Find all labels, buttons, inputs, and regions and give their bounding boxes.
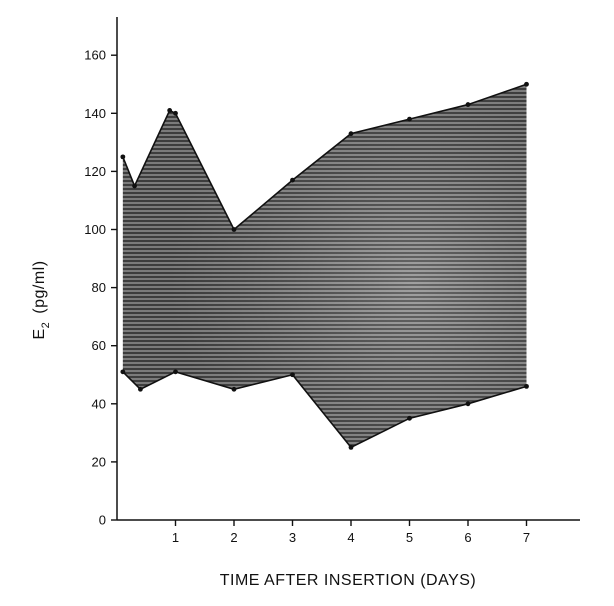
lower-data-point	[348, 444, 354, 450]
y-tick-label: 40	[92, 396, 106, 411]
range-band-shading	[122, 84, 527, 448]
y-tick-label: 80	[92, 280, 106, 295]
lower-data-point	[290, 372, 295, 378]
upper-data-point	[231, 227, 237, 232]
y-ticks: 0 20 40 60 80 100 120 140 160	[84, 48, 117, 528]
x-tick-label: 2	[230, 530, 237, 545]
y-tick-label: 100	[84, 222, 106, 237]
upper-data-point	[524, 81, 529, 87]
upper-boundary-line	[122, 83, 527, 231]
upper-data-point	[290, 177, 295, 183]
upper-data-point	[465, 102, 471, 107]
upper-data-point	[173, 110, 178, 116]
y-tick-label: 20	[92, 454, 106, 469]
svg-text:E2(pg/ml): E2 (pg/ml)	[31, 260, 52, 339]
axes	[116, 17, 580, 521]
y-tick-label: 0	[99, 513, 106, 528]
y-tick-label: 120	[84, 164, 106, 179]
x-tick-label: 1	[172, 530, 179, 545]
lower-data-point	[231, 386, 237, 392]
lower-data-point	[138, 386, 143, 392]
y-tick-label: 160	[84, 48, 106, 63]
y-axis-title-subscript: 2	[40, 322, 52, 329]
upper-data-point	[348, 131, 354, 137]
lower-data-point	[465, 401, 471, 407]
x-ticks: 1 2 3 4 5 6 7	[172, 520, 530, 545]
x-tick-label: 3	[289, 530, 296, 545]
y-tick-label: 140	[84, 106, 106, 121]
upper-data-point	[407, 116, 412, 122]
plot-area	[120, 81, 529, 450]
x-tick-label: 4	[347, 530, 354, 545]
lower-data-point	[407, 415, 412, 421]
lower-data-point	[524, 383, 529, 389]
y-axis-title: E2 (pg/ml)	[31, 260, 52, 339]
x-tick-label: 7	[523, 530, 530, 545]
y-axis-title-main: E	[31, 328, 48, 339]
x-tick-label: 6	[464, 530, 471, 545]
lower-data-point	[173, 369, 178, 375]
y-axis-title-unit: (pg/ml)	[31, 260, 48, 313]
x-axis-title: TIME AFTER INSERTION (DAYS)	[220, 572, 476, 589]
upper-data-point	[167, 107, 173, 113]
upper-data-point	[132, 183, 137, 189]
lower-data-point	[120, 369, 126, 375]
x-tick-label: 5	[406, 530, 413, 545]
upper-data-point	[120, 154, 126, 160]
y-tick-label: 60	[92, 338, 106, 353]
